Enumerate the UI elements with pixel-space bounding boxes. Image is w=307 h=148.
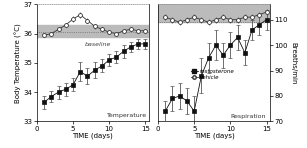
Bar [37, 25, 149, 37]
Y-axis label: Body Temperature (°C): Body Temperature (°C) [15, 23, 22, 103]
Bar [158, 4, 270, 22]
Legend: testosterone, vehicle: testosterone, vehicle [189, 67, 236, 83]
X-axis label: TIME (days): TIME (days) [194, 133, 235, 139]
Y-axis label: Breaths/min: Breaths/min [291, 42, 297, 84]
X-axis label: TIME (days): TIME (days) [72, 133, 113, 139]
Text: Respiration: Respiration [231, 114, 266, 119]
Text: Temperature: Temperature [107, 113, 147, 118]
Text: baseline: baseline [85, 42, 111, 47]
